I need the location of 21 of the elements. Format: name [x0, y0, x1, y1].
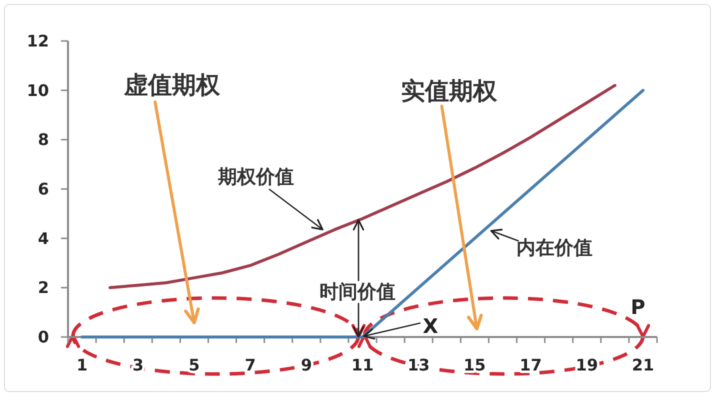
- x-axis-title: P: [630, 295, 646, 319]
- y-tick-label: 6: [38, 180, 49, 198]
- x-tick-label: 21: [632, 356, 654, 374]
- y-tick-label: 2: [38, 278, 49, 298]
- annotation: 时间价值: [320, 281, 396, 303]
- series-label: 内在价值: [516, 237, 593, 259]
- y-tick-label: 12: [26, 32, 49, 50]
- x-tick-label: 11: [351, 356, 374, 374]
- x-tick-label: 19: [576, 356, 598, 374]
- annotation: 实值期权: [400, 77, 498, 106]
- annotation: X: [422, 314, 439, 338]
- x-tick-label: 17: [520, 356, 542, 374]
- y-tick-label: 10: [26, 80, 49, 100]
- annotation: 虚值期权: [123, 70, 222, 99]
- x-tick-label: 5: [188, 356, 200, 374]
- x-tick-label: 7: [244, 356, 256, 374]
- y-tick-label: 4: [38, 228, 49, 248]
- x-tick-label: 1: [76, 356, 88, 374]
- y-tick-label: 8: [38, 130, 49, 150]
- y-tick-label: 0: [38, 328, 49, 346]
- x-tick-label: 15: [464, 356, 486, 374]
